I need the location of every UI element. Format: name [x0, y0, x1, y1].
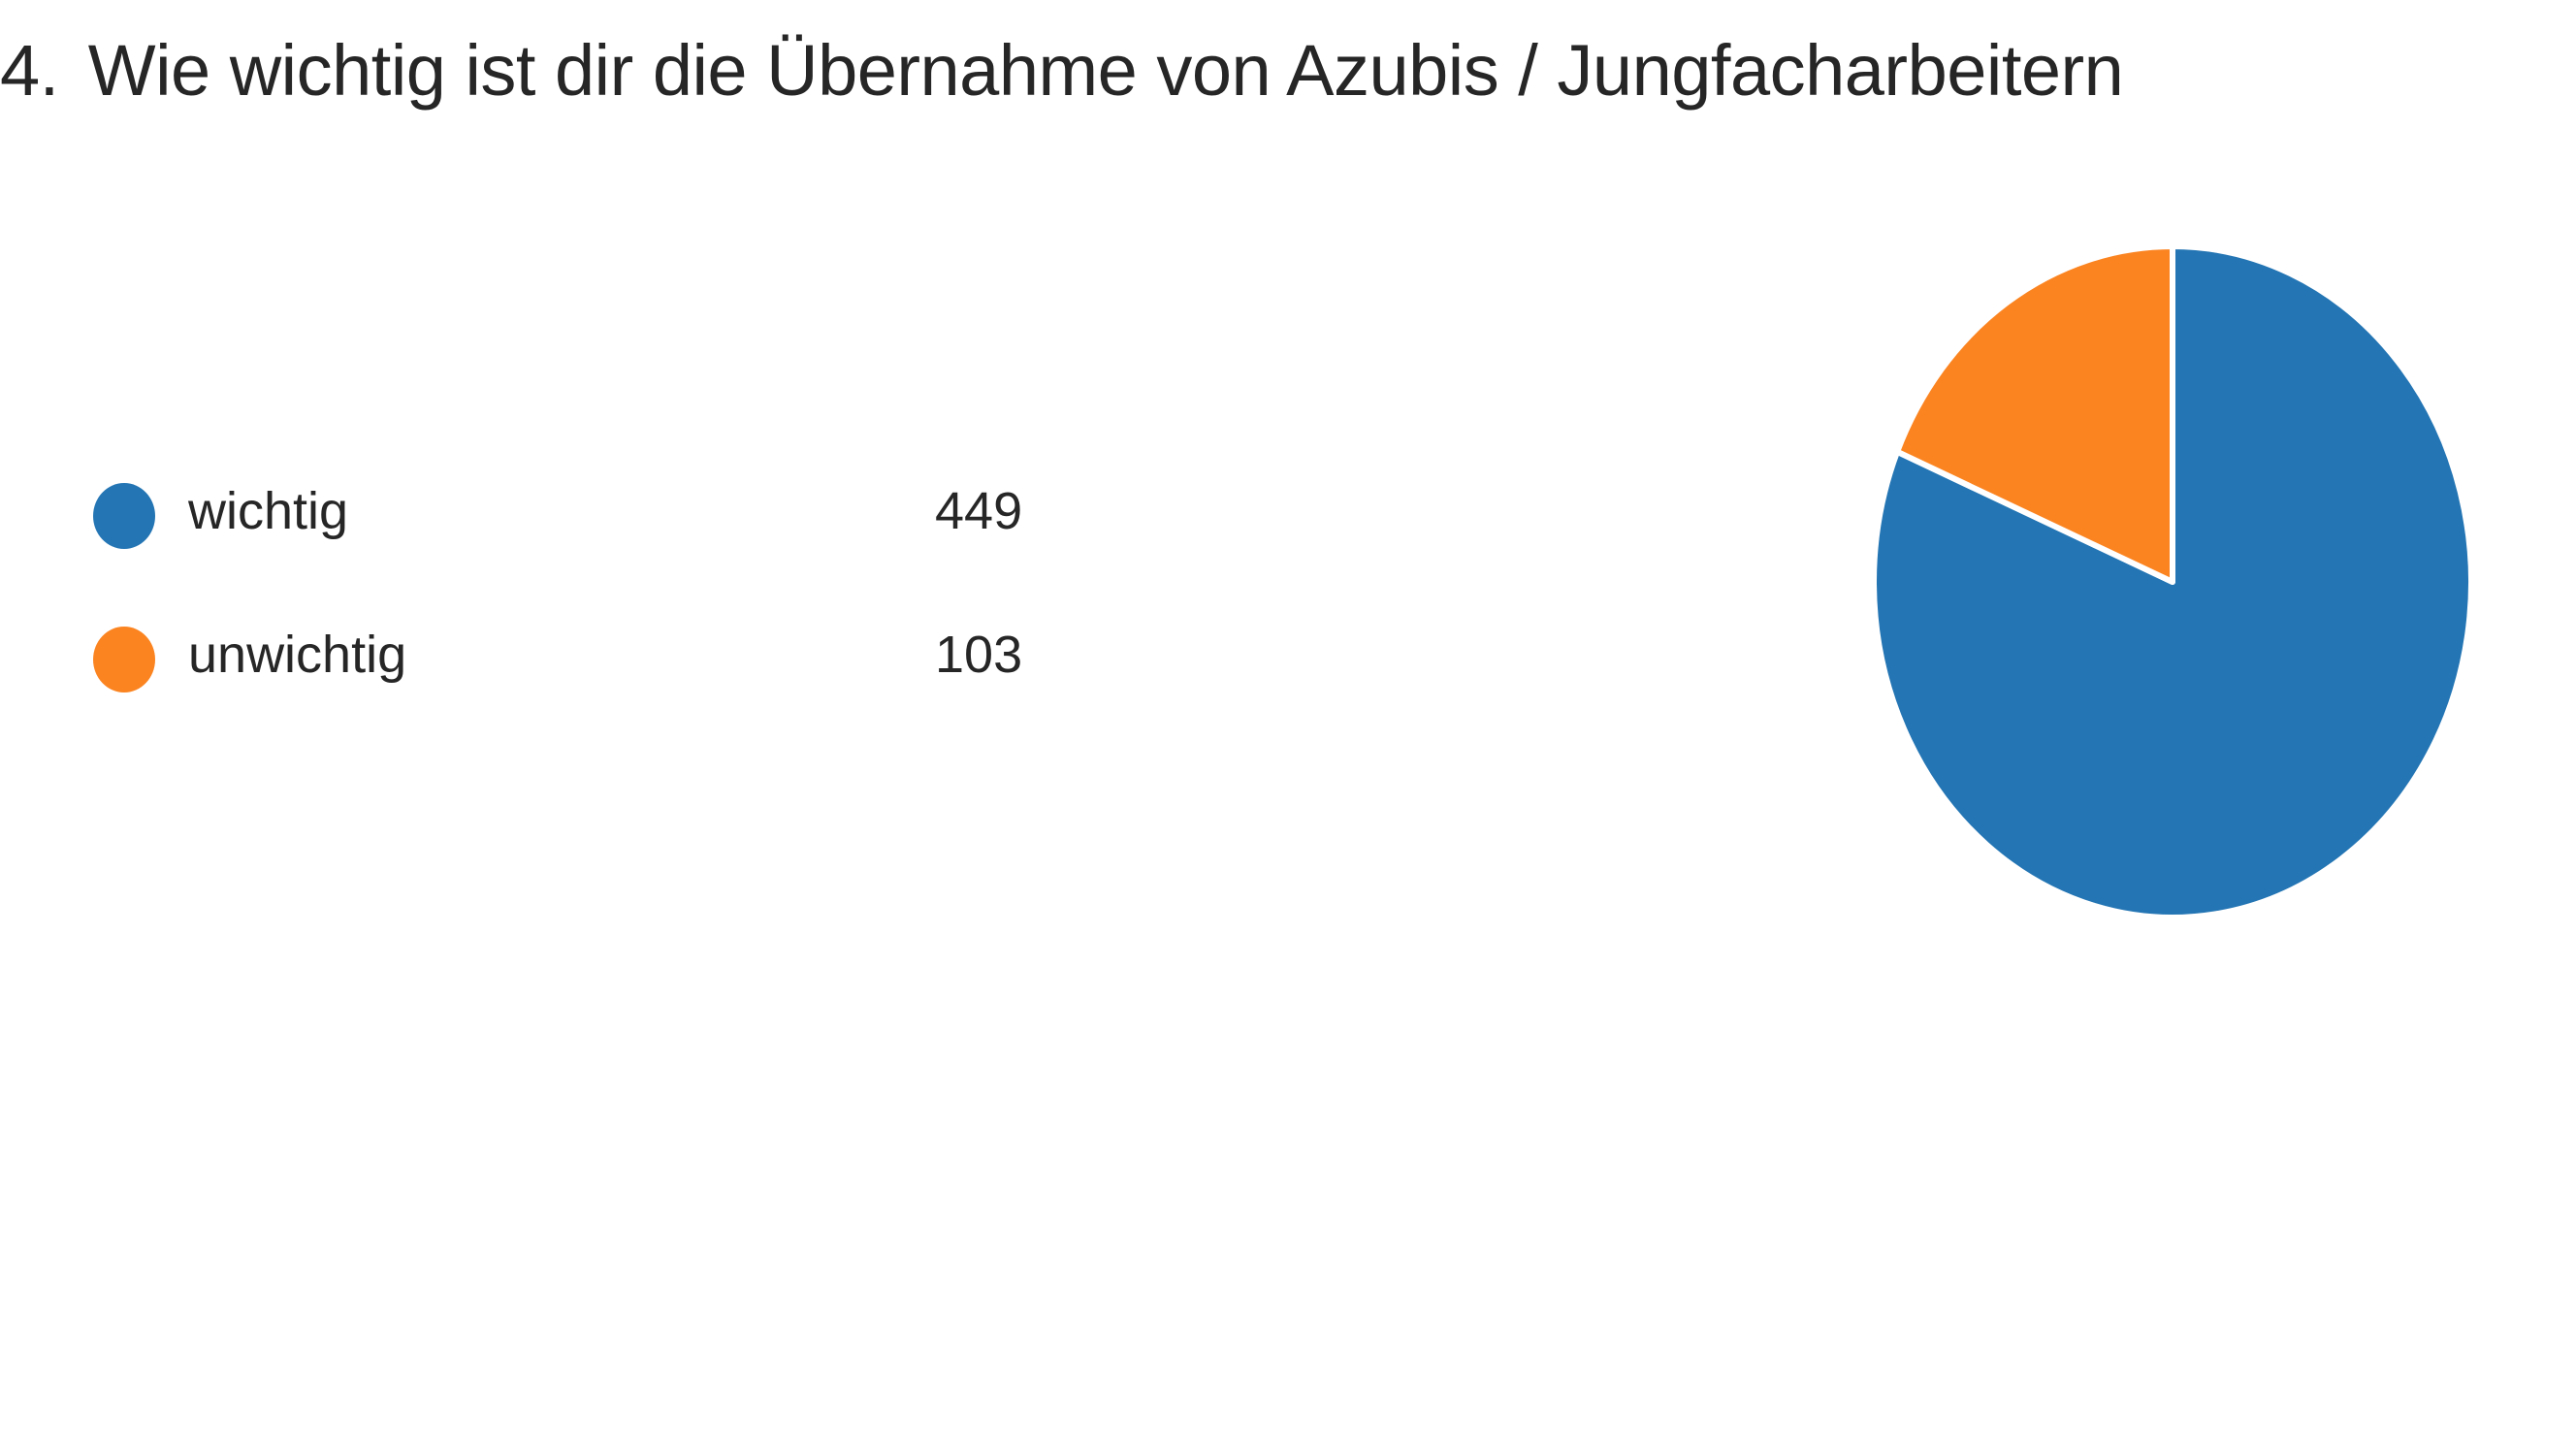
legend-label-unwichtig: unwichtig — [188, 626, 407, 684]
pie-slice-unwichtig — [1894, 243, 2175, 585]
legend-item-wichtig: wichtig 449 — [93, 475, 1034, 619]
legend-swatch-wichtig — [93, 483, 155, 549]
pie-chart — [1862, 242, 2483, 921]
legend-count-unwichtig: 103 — [935, 626, 1023, 684]
legend-swatch-unwichtig — [93, 627, 155, 692]
pie-slice-wichtig — [1871, 243, 2474, 920]
question-number: 4. — [0, 30, 59, 111]
legend-count-wichtig: 449 — [935, 482, 1023, 540]
legend-label-wichtig: wichtig — [188, 482, 349, 540]
question-title: 4. Wie wichtig ist dir die Übernahme von … — [0, 29, 2124, 112]
question-text: Wie wichtig ist dir die Übernahme von Az… — [87, 30, 2124, 111]
pie-chart-svg — [1871, 243, 2474, 920]
chart-legend: wichtig 449 unwichtig 103 — [93, 475, 1034, 762]
legend-item-unwichtig: unwichtig 103 — [93, 619, 1034, 762]
